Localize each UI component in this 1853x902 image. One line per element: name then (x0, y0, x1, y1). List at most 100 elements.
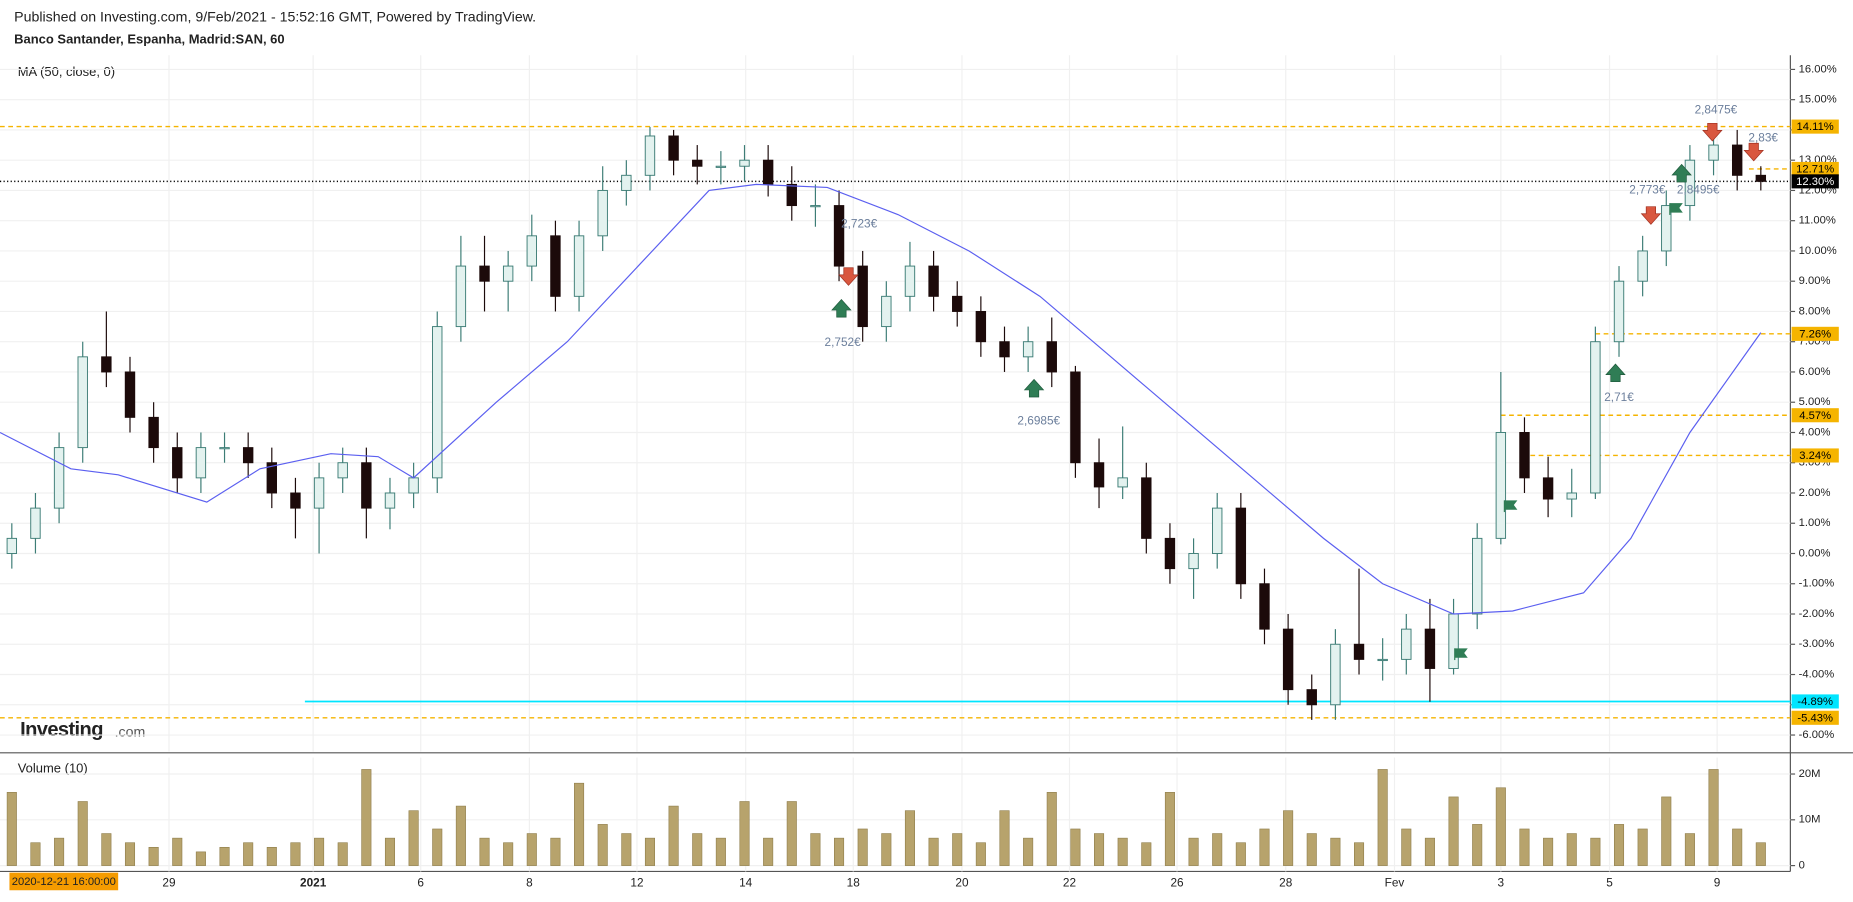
volume-bar (1401, 828, 1412, 866)
volume-bar (810, 833, 821, 866)
candle-body (904, 265, 916, 297)
candle-body (1495, 432, 1507, 539)
y-tick-label: 13.00% (1799, 154, 1837, 166)
volume-bar (1094, 833, 1105, 866)
volume-bar (904, 810, 915, 866)
candle-body (432, 326, 443, 479)
volume-bars (6, 769, 1766, 866)
level-label: 12.71% (1796, 164, 1834, 176)
volume-bar (1424, 837, 1435, 866)
annotation-label: 2,773€ (1629, 183, 1666, 196)
candle-body (952, 295, 963, 312)
candle-body (1755, 174, 1767, 182)
candle-body (455, 265, 467, 328)
annotations: 2,723€ 2,752€ 2,6985€ 2,71€ 2,773€ 2,8495€ 2,8… (825, 104, 1778, 661)
candle-body (833, 205, 845, 267)
candle-body (786, 183, 797, 207)
candle-body (361, 462, 372, 509)
volume-bar (668, 805, 679, 866)
flag (1454, 648, 1468, 658)
candle-body (644, 135, 656, 176)
buy-arrow (831, 298, 852, 318)
volume-bar (54, 837, 65, 866)
volume-bar (1495, 787, 1506, 866)
volume-name: Volume (10) (18, 761, 88, 776)
volume-bar (621, 833, 632, 866)
volume-bar (408, 810, 419, 866)
flag (1504, 500, 1518, 510)
volume-bar (1684, 833, 1695, 866)
candle-body (1613, 280, 1625, 343)
candle-body (1117, 477, 1128, 488)
volume-bar (314, 837, 325, 866)
sell-arrow (1702, 122, 1723, 142)
level-badge (1791, 174, 1839, 189)
volume-bar (1613, 824, 1625, 866)
volume-bar (1519, 828, 1530, 866)
volume-bar (739, 801, 750, 866)
x-tick-label: 9 (1714, 876, 1721, 889)
volume-bar (1141, 842, 1152, 866)
candle-body (101, 356, 112, 373)
level-label: 12.30% (1796, 176, 1834, 188)
volume-bar (101, 833, 112, 866)
x-tick-label: 2021 (300, 876, 327, 889)
candle-body (715, 165, 727, 168)
candle-body (1259, 583, 1270, 630)
level-label: 14.11% (1797, 121, 1834, 133)
candle-body (1401, 628, 1412, 660)
volume-bar (597, 824, 608, 866)
candles (0, 126, 1767, 720)
volume-bar (172, 837, 183, 866)
y2-tick-label: 10M (1799, 814, 1821, 826)
x-tick-label: 8 (526, 876, 533, 889)
candle-body (597, 189, 608, 237)
candle-body (1377, 658, 1388, 662)
volume-bar (1235, 842, 1246, 866)
candle-body (77, 356, 88, 449)
candle-body (573, 235, 585, 297)
annotation-label: 2,71€ (1604, 391, 1634, 404)
labels: 29 2021 6 8 12 14 18 20 22 26 28 Fev 3 5 9 16.00% 15.00%… (9, 63, 1839, 891)
volume-bar (219, 846, 230, 866)
volume-bar (857, 828, 868, 866)
volume-bar (1543, 837, 1554, 866)
x-tick-label: 29 (162, 876, 175, 889)
volume-bar (975, 842, 986, 866)
volume-bar (1259, 828, 1270, 866)
y-tick-label: -3.00% (1799, 638, 1835, 650)
x-tick-label: Fev (1385, 876, 1405, 889)
x-tick-label: 5 (1606, 876, 1613, 889)
sell-arrow (1640, 206, 1662, 225)
volume-bar (1448, 796, 1459, 866)
candle-body (1637, 250, 1648, 282)
candle-body (1141, 477, 1152, 539)
candle-body (384, 492, 396, 509)
volume-bar (503, 842, 514, 866)
y-tick-label: -4.00% (1799, 668, 1835, 680)
y-tick-label: 16.00% (1799, 63, 1837, 75)
annotation-label: 2,8495€ (1677, 183, 1720, 196)
y-tick-label: 11.00% (1799, 215, 1836, 227)
level-badge (1791, 694, 1839, 709)
volume-bar (763, 837, 774, 866)
grid (0, 55, 1791, 872)
y-tick-label: 2.00% (1799, 487, 1831, 499)
candle-body (1542, 477, 1554, 500)
candle-body (1046, 341, 1057, 373)
candle-body (1566, 492, 1577, 500)
annotation-label: 2,83€ (1748, 132, 1778, 145)
level-label: 3.24% (1799, 450, 1831, 462)
volume-bar (952, 833, 963, 866)
candle-body (172, 447, 183, 479)
level-label: 4.57% (1799, 410, 1831, 422)
flag (1669, 203, 1683, 213)
start-badge (9, 872, 119, 891)
volume-bar (1046, 792, 1057, 866)
candle-body (1188, 553, 1199, 570)
volume-bar (550, 837, 561, 866)
candle-body (692, 159, 703, 167)
